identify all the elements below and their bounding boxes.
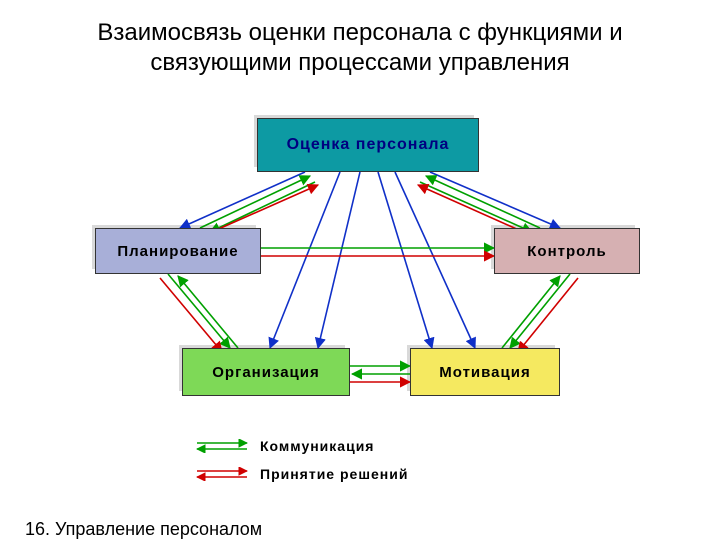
legend-arrow-green-icon <box>195 439 250 453</box>
legend-label-communication: Коммуникация <box>260 438 374 454</box>
page-title: Взаимосвязь оценки персонала с функциями… <box>0 18 720 78</box>
node-assessment: Оценка персонала <box>257 118 479 172</box>
node-organization: Организация <box>182 348 350 396</box>
node-motivation: Мотивация <box>410 348 560 396</box>
node-control: Контроль <box>494 228 640 274</box>
legend: Коммуникация Принятие решений <box>195 438 408 494</box>
legend-row-decision: Принятие решений <box>195 466 408 482</box>
legend-arrow-red-icon <box>195 467 250 481</box>
footer-text: 16. Управление персоналом <box>25 519 262 540</box>
node-planning: Планирование <box>95 228 261 274</box>
legend-row-communication: Коммуникация <box>195 438 408 454</box>
title-line1: Взаимосвязь оценки персонала с функциями… <box>97 19 622 46</box>
legend-label-decision: Принятие решений <box>260 466 408 482</box>
title-line2: связующими процессами управления <box>150 49 569 76</box>
diagram-area: Оценка персонала Планирование Контроль О… <box>60 100 660 480</box>
